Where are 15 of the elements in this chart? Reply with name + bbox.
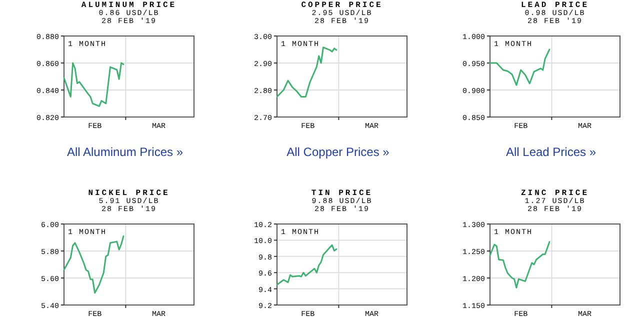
- chart-title: TIN PRICE: [311, 189, 373, 198]
- text: All Lead Prices »: [506, 145, 596, 159]
- line-series: [63, 62, 124, 107]
- line-series: [276, 46, 338, 98]
- line-series: [489, 48, 550, 86]
- text: All Copper Prices »: [286, 145, 390, 159]
- text: All Aluminum Prices »: [66, 145, 184, 159]
- chart-title: ZINC PRICE: [520, 189, 590, 198]
- line-series: [489, 241, 550, 288]
- line-series: [276, 244, 338, 286]
- chart-title: LEAD PRICE: [520, 1, 590, 10]
- line-series: [63, 235, 124, 294]
- chart-title: NICKEL PRICE: [88, 189, 170, 198]
- chart-title: ALUMINUM PRICE: [81, 1, 177, 10]
- chart-title: COPPER PRICE: [301, 1, 383, 10]
